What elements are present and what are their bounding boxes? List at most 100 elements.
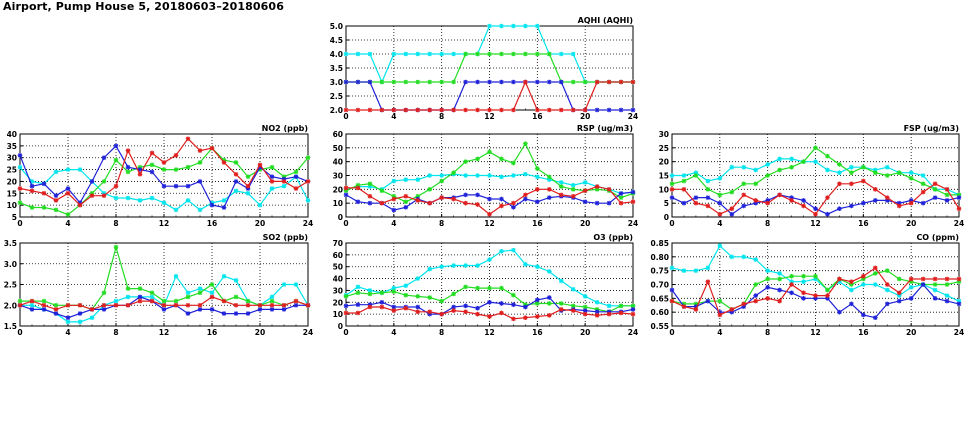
no2-cyan-point [197,207,203,213]
fsp-blue-point [837,206,842,211]
co-red-point [777,298,782,304]
co-cyan-point [753,257,759,262]
no2-blue-point [161,183,167,189]
no2-cyan-point [269,186,275,191]
no2-green-point [65,212,71,217]
rsp-cyan-point [475,173,480,178]
aqhi-chart-title: AQHI (AQHI) [578,16,633,25]
no2-x-tick-label: 20 [255,219,265,228]
o3-red-point [546,313,552,318]
no2-red-point [65,190,71,196]
o3-green-point [523,302,528,307]
aqhi-green-point [523,51,528,57]
rsp-x-tick-label: 8 [439,219,444,228]
o3-red-point [582,311,588,317]
no2-green-point [161,167,167,172]
co-blue-point [789,290,794,296]
chart-rsp: 0 4 8 12 16 20 24 0 10 20 30 40 50 60 RSP (ug/m3) [333,124,639,228]
rsp-green-point [475,156,480,162]
so2-red-point [197,302,203,308]
o3-cyan-point [535,264,540,270]
co-red-point [932,276,938,282]
fsp-blue-point [908,198,914,203]
so2-blue-point [197,307,203,312]
fsp-red-point [669,187,675,192]
rsp-green-point [523,141,528,146]
so2-blue-point [77,311,83,316]
rsp-red-point [535,187,540,192]
fsp-x-tick-label: 16 [858,219,868,228]
fsp-cyan-point [813,159,818,164]
fsp-cyan-point [741,164,747,170]
no2-cyan-point [233,188,239,194]
co-cyan-point [705,265,711,271]
rsp-blue-point [535,199,540,205]
no2-cyan-point [257,202,263,208]
fsp-cyan-point [681,173,687,178]
co-series-green [669,268,962,312]
co-blue-point [741,304,747,309]
no2-green-point [221,157,227,163]
so2-cyan-point [29,302,35,308]
rsp-series-red [343,184,636,217]
o3-cyan-point [463,263,468,268]
no2-blue-point [269,174,275,179]
co-red-point [849,279,854,285]
so2-blue-point [293,302,299,308]
no2-blue-point [101,155,107,161]
so2-red-point [293,298,299,304]
no2-cyan-point [149,195,155,201]
rsp-blue-point [511,205,516,210]
aqhi-blue-point [499,79,504,85]
o3-blue-point [379,299,385,305]
so2-red-point [149,298,155,304]
aqhi-red-point [427,107,433,113]
rsp-cyan-point [499,174,504,180]
fsp-cyan-point [717,175,723,181]
fsp-y-tick-label: 25 [659,144,669,153]
so2-red-point [101,302,107,308]
o3-y-tick-label: 60 [333,251,343,260]
o3-red-point [511,316,516,322]
o3-blue-point [367,302,373,307]
aqhi-green-point [379,79,385,85]
o3-green-point [415,294,421,299]
fsp-green-point [944,192,950,198]
so2-blue-point [41,307,47,312]
fsp-blue-point [765,198,770,203]
no2-x-tick-label: 24 [303,219,313,228]
so2-x-tick-label: 8 [113,328,118,337]
o3-blue-point [463,303,468,309]
fsp-red-point [717,211,723,217]
co-cyan-point [932,287,938,293]
aqhi-blue-point [546,79,552,85]
o3-red-point [594,313,600,318]
fsp-red-point [896,203,902,209]
co-green-point [717,298,723,304]
so2-green-point [41,298,47,304]
so2-blue-point [65,315,71,320]
co-blue-point [777,287,782,293]
so2-cyan-point [281,282,287,287]
rsp-cyan-point [367,184,373,189]
o3-green-point [379,290,385,296]
co-y-tick-label: 0.80 [650,253,669,262]
rsp-red-point [487,211,492,217]
co-green-point [753,282,759,287]
fsp-red-point [681,187,687,192]
no2-blue-point [125,164,131,170]
co-blue-point [884,301,890,307]
fsp-cyan-point [908,170,914,176]
so2-red-point [41,302,47,308]
co-cyan-point [837,279,842,285]
no2-green-point [41,205,47,210]
fsp-blue-point [693,195,699,200]
so2-x-tick-label: 0 [17,328,22,337]
fsp-x-tick-label: 0 [669,219,674,228]
fsp-blue-point [669,195,675,200]
o3-cyan-point [594,299,600,305]
no2-blue-point [293,174,299,179]
rsp-cyan-point [487,173,492,178]
no2-x-tick-label: 8 [113,219,118,228]
chart-no2: 0 4 8 12 16 20 24 5 10 15 20 25 30 35 40 NO2 (ppb) [7,124,314,228]
